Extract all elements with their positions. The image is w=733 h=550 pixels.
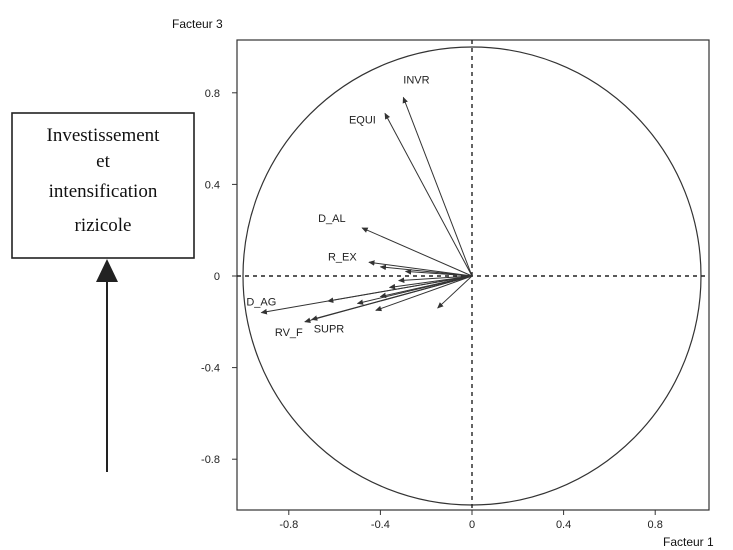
y-tick-label: -0.4: [201, 363, 220, 375]
plot-frame: [236, 39, 710, 511]
x-tick-label: 0.4: [556, 519, 571, 531]
vector-arrow-invr: [402, 96, 473, 277]
annotation-box: Investissement et intensification rizico…: [11, 112, 195, 259]
vector-label-r-ex: R_EX: [328, 251, 357, 263]
y-axis-title: Facteur 3: [172, 17, 223, 31]
y-tick-label: -0.8: [201, 454, 220, 466]
vector-label-equi: EQUI: [349, 114, 376, 126]
upward-arrow-icon: [96, 259, 118, 472]
annotation-line-1: Investissement: [47, 125, 161, 146]
annotation-line-2: et: [96, 151, 110, 172]
y-tick-label: 0: [214, 271, 220, 283]
x-tick-label: 0.8: [648, 519, 663, 531]
vector-arrow: [398, 275, 473, 284]
x-axis-title: Facteur 1: [663, 535, 714, 549]
vector-arrow-supr: [311, 275, 473, 321]
vector-label-invr: INVR: [403, 74, 429, 86]
vector-arrow: [356, 275, 473, 305]
vector-label-supr: SUPR: [314, 324, 345, 336]
vector-arrow: [375, 275, 473, 312]
vector-label-d-al: D_AL: [318, 213, 346, 225]
annotation-line-3: intensification: [49, 181, 158, 202]
vector-arrow-r-ex: [368, 260, 473, 277]
vector-label-d-ag: D_AG: [246, 297, 276, 309]
annotation-frame: [11, 112, 195, 259]
annotation-line-4: rizicole: [75, 215, 132, 236]
y-tick-label: 0.8: [205, 88, 220, 100]
x-tick-label: -0.8: [279, 519, 298, 531]
vector-arrow-d-al: [361, 227, 473, 277]
chart-layer: -0.8 -0.4 0 0.4 0.8 0.8 0.4 0 -0.4 -0.8 INVR EQUI D_…: [201, 40, 709, 531]
y-tick-label: 0.4: [205, 179, 220, 191]
vector-arrow: [404, 269, 473, 277]
x-tick-label: -0.4: [371, 519, 390, 531]
x-tick-label: 0: [469, 519, 475, 531]
vector-arrow: [437, 275, 473, 309]
vector-label-rv-f: RV_F: [275, 327, 303, 339]
vector-arrow: [327, 275, 473, 303]
vector-arrow-equi: [384, 112, 473, 277]
